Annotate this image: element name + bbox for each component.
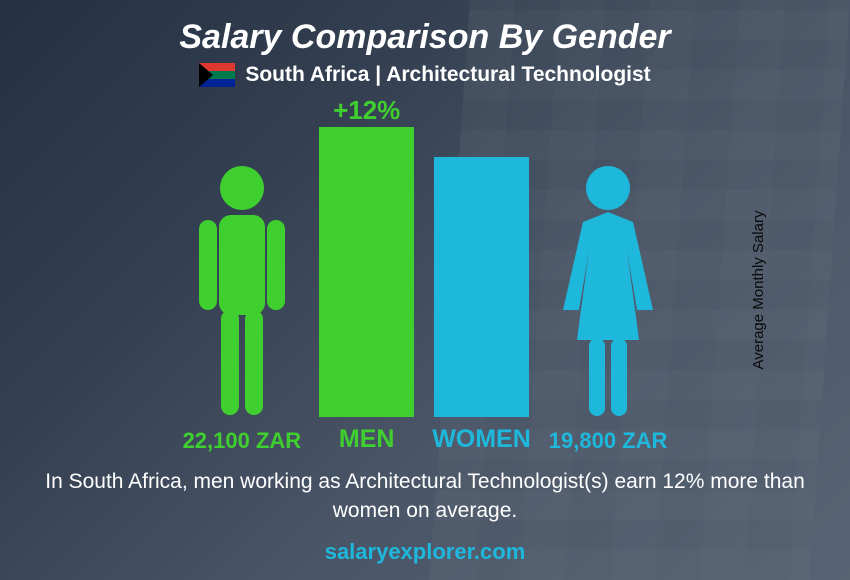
men-figure-column: 22,100 ZAR <box>183 160 302 454</box>
south-africa-flag-icon <box>199 63 235 87</box>
women-side: WOMEN 19,800 ZAR <box>432 157 667 454</box>
job-title: Architectural Technologist <box>386 63 650 86</box>
country-name: South Africa <box>245 63 369 86</box>
man-icon <box>187 160 297 420</box>
women-bar-column: WOMEN <box>432 157 531 454</box>
separator: | <box>375 63 381 86</box>
content-wrapper: Salary Comparison By Gender South Africa… <box>0 0 850 580</box>
women-bar <box>434 157 529 417</box>
percent-difference-label: +12% <box>333 95 400 126</box>
women-figure-column: 19,800 ZAR <box>549 160 668 454</box>
subtitle-text: South Africa | Architectural Technologis… <box>245 63 650 87</box>
men-side: 22,100 ZAR +12% MEN <box>183 127 415 454</box>
y-axis-label: Average Monthly Salary <box>750 211 767 370</box>
description-text: In South Africa, men working as Architec… <box>45 468 805 525</box>
women-bar-label: WOMEN <box>432 425 531 454</box>
chart-area: 22,100 ZAR +12% MEN WOMEN <box>30 107 820 464</box>
subtitle-row: South Africa | Architectural Technologis… <box>199 63 650 87</box>
men-bar <box>319 127 414 417</box>
men-bar-label: MEN <box>339 425 395 454</box>
page-title: Salary Comparison By Gender <box>179 18 670 57</box>
women-salary: 19,800 ZAR <box>549 428 668 454</box>
woman-icon <box>553 160 663 420</box>
men-bar-column: +12% MEN <box>319 127 414 454</box>
footer-source: salaryexplorer.com <box>325 539 526 565</box>
men-salary: 22,100 ZAR <box>183 428 302 454</box>
